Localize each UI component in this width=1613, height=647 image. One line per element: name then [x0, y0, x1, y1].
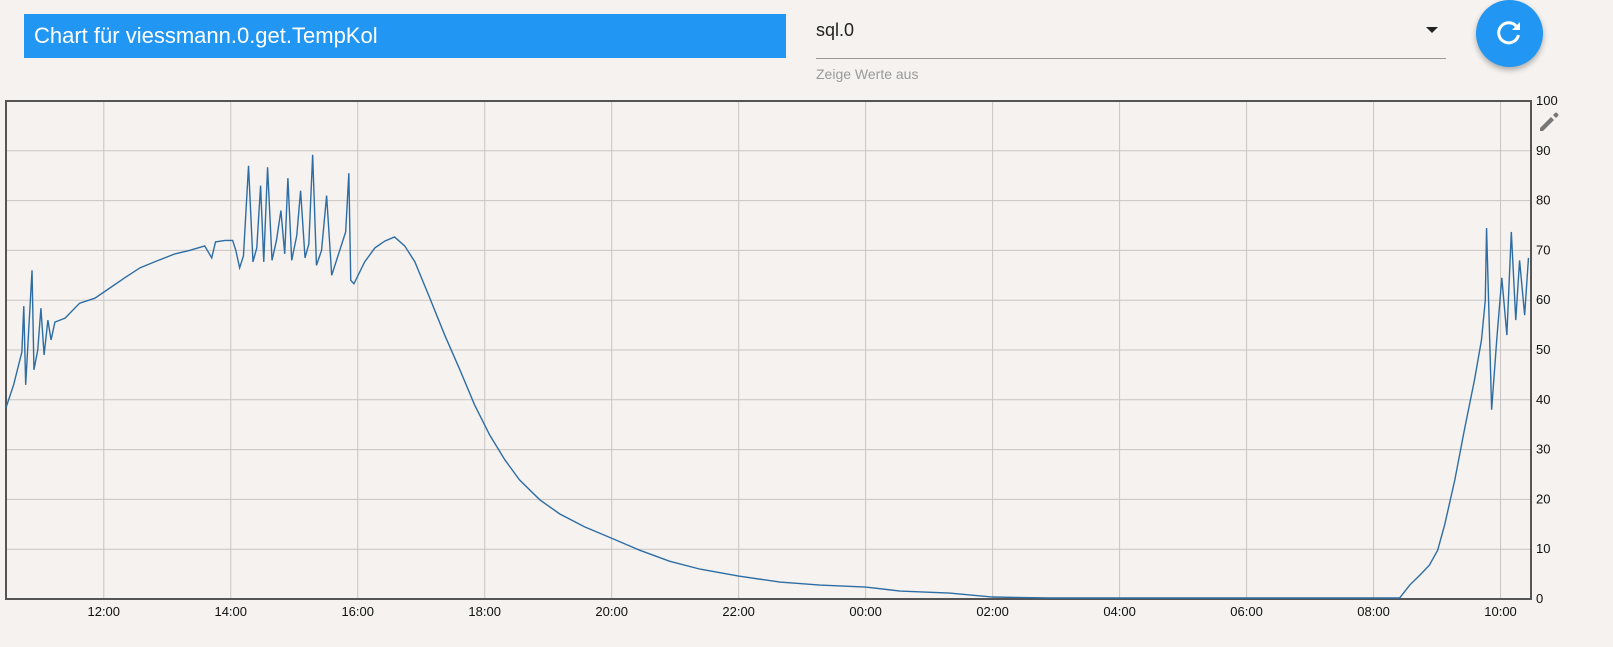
x-tick-label: 22:00 — [722, 604, 755, 619]
edit-icon[interactable] — [1540, 112, 1559, 132]
x-tick-label: 20:00 — [595, 604, 628, 619]
y-tick-label: 20 — [1536, 491, 1550, 506]
x-tick-label: 02:00 — [976, 604, 1009, 619]
data-line — [5, 154, 1530, 599]
refresh-button[interactable] — [1476, 0, 1543, 67]
y-tick-label: 40 — [1536, 392, 1550, 407]
y-tick-label: 70 — [1536, 242, 1550, 257]
chart-title-bar: Chart für viessmann.0.get.TempKol — [24, 14, 786, 58]
y-tick-label: 100 — [1536, 93, 1558, 108]
select-helper: Zeige Werte aus — [816, 66, 919, 82]
x-tick-label: 08:00 — [1357, 604, 1390, 619]
y-tick-label: 50 — [1536, 342, 1550, 357]
y-tick-label: 80 — [1536, 193, 1550, 208]
x-tick-label: 04:00 — [1103, 604, 1136, 619]
y-tick-label: 10 — [1536, 541, 1550, 556]
x-tick-label: 18:00 — [468, 604, 501, 619]
instance-select[interactable]: sql.0 — [816, 16, 1446, 59]
dropdown-caret — [1426, 27, 1438, 33]
y-tick-label: 30 — [1536, 442, 1550, 457]
plot-frame — [5, 100, 1532, 600]
x-tick-label: 12:00 — [87, 604, 120, 619]
select-value: sql.0 — [816, 20, 855, 40]
y-tick-label: 90 — [1536, 143, 1550, 158]
x-tick-label: 06:00 — [1230, 604, 1263, 619]
x-tick-label: 14:00 — [214, 604, 247, 619]
x-tick-label: 10:00 — [1484, 604, 1517, 619]
x-tick-label: 16:00 — [341, 604, 374, 619]
y-tick-label: 60 — [1536, 292, 1550, 307]
refresh-icon — [1497, 21, 1520, 45]
x-tick-label: 00:00 — [849, 604, 882, 619]
y-tick-label: 0 — [1536, 591, 1543, 606]
